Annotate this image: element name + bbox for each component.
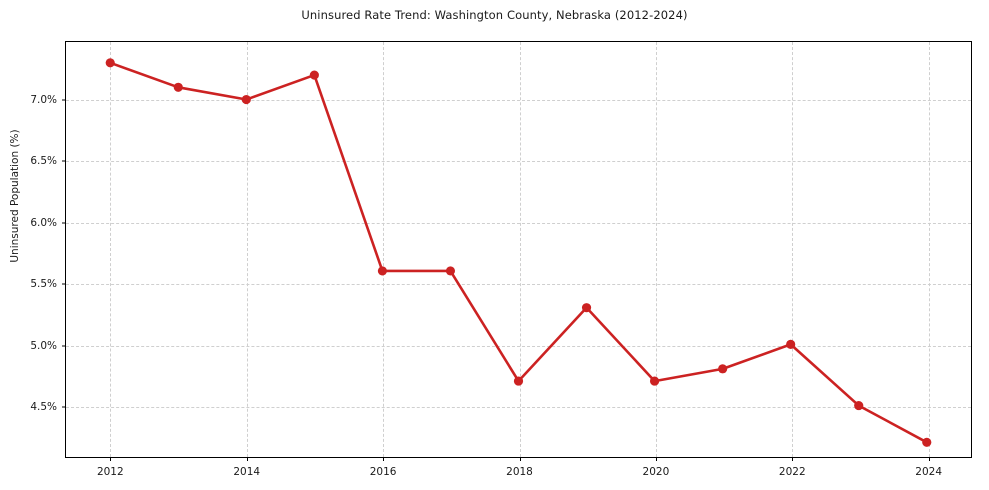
data-point-marker: 2020: 4.7% [649, 376, 660, 386]
x-tick-label: 2020 [642, 466, 670, 478]
data-point-marker: 2024: 4.2% [922, 437, 932, 447]
x-tick-mark [519, 457, 521, 461]
x-tick-mark [792, 457, 794, 461]
gridline-horizontal [66, 345, 971, 347]
chart-title: Uninsured Rate Trend: Washington County,… [301, 8, 688, 22]
data-point-marker: 2015: 7.2% [309, 70, 319, 80]
gridline-vertical [928, 42, 930, 457]
data-point-marker: 2012: 7.3% [105, 58, 115, 68]
x-tick-label: 2014 [233, 466, 261, 478]
gridline-horizontal [66, 222, 971, 224]
y-tick-label: 6.5% [30, 155, 57, 168]
data-point-marker: 2019: 5.3% [581, 303, 592, 313]
y-tick-mark [62, 406, 66, 408]
data-point-marker: 2017: 5.6% [445, 266, 456, 276]
y-tick-mark [62, 222, 66, 224]
x-tick-label: 2016 [369, 466, 397, 478]
gridline-vertical [519, 42, 521, 457]
x-tick-mark [655, 457, 657, 461]
plot-area: 4.5% 5.0% 5.5% 6.0% 6.5% 7.0% 2012 2014 2016 201… [30, 41, 972, 478]
y-tick-label: 7.0% [30, 93, 57, 106]
y-tick-mark [62, 283, 66, 285]
gridline-vertical [383, 42, 385, 457]
gridline-vertical [246, 42, 248, 457]
y-tick-label: 5.5% [30, 278, 57, 291]
x-tick-mark [928, 457, 930, 461]
y-tick-label: 4.5% [30, 401, 57, 414]
data-point-marker: 2014: 7% [241, 94, 251, 105]
data-series-layer: 2012: 7.3% 2013: 7.1% 2014: 7% 2015: 7.2% 20… [105, 58, 932, 447]
gridline-vertical [655, 42, 657, 457]
y-axis-label: Uninsured Population (%) [9, 129, 21, 263]
x-tick-label: 2012 [96, 466, 124, 478]
gridline-vertical [792, 42, 794, 457]
data-point-marker: 2021: 4.8% [718, 364, 728, 374]
y-tick-mark [62, 345, 66, 347]
x-tick-label: 2022 [778, 466, 806, 478]
data-point-marker: 2016: 5.6% [377, 266, 388, 276]
gridline-horizontal [66, 161, 971, 163]
x-tick-label: 2018 [506, 466, 533, 478]
x-tick-mark [383, 457, 385, 461]
data-point-marker: 2023: 4.5% [854, 401, 864, 411]
data-point-marker: 2022: 5% [786, 339, 796, 349]
y-tick-label: 6.0% [30, 216, 57, 229]
x-tick-label: 2024 [915, 466, 943, 478]
gridline-vertical [110, 42, 112, 457]
y-tick-mark [62, 160, 66, 162]
gridline-horizontal [66, 99, 971, 101]
x-tick-mark [246, 457, 248, 461]
y-tick-label: 5.0% [30, 339, 57, 352]
y-tick-mark [62, 99, 66, 101]
gridline-horizontal [66, 407, 971, 409]
data-point-marker: 2018: 4.7% [513, 376, 524, 386]
gridline-horizontal [66, 284, 971, 286]
x-tick-mark [110, 457, 112, 461]
data-point-marker: 2013: 7.1% [173, 82, 183, 92]
